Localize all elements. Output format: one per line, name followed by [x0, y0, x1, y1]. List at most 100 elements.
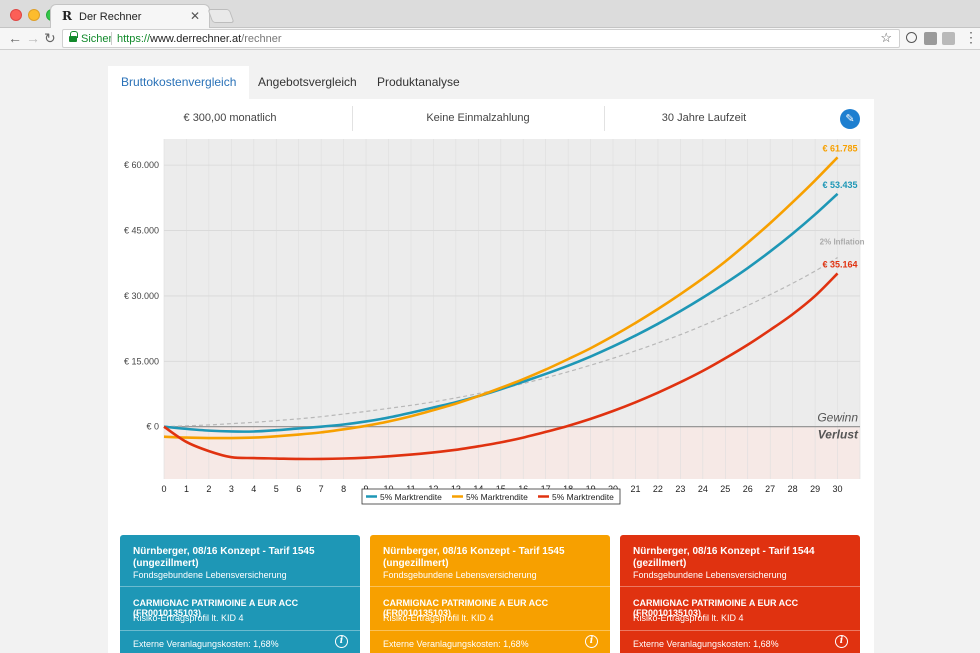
edit-button[interactable]: ✎: [840, 109, 860, 129]
loss-area: [164, 426, 860, 479]
new-tab-button[interactable]: [207, 9, 235, 23]
series-end-label: € 61.785: [823, 143, 858, 153]
divider: [604, 106, 605, 131]
x-tick-label: 21: [630, 484, 640, 494]
back-icon[interactable]: ←: [8, 30, 22, 46]
offer-card-orange[interactable]: Nürnberger, 08/16 Konzept - Tarif 1545 (…: [370, 535, 610, 653]
inflation-label: 2% Inflation: [820, 238, 865, 247]
gain-label: Gewinn: [817, 411, 858, 425]
x-tick-label: 29: [810, 484, 820, 494]
monthly-contribution[interactable]: € 300,00 monatlich: [183, 112, 277, 124]
reload-icon[interactable]: ↻: [44, 30, 56, 46]
x-tick-label: 0: [161, 484, 166, 494]
x-tick-label: 25: [720, 484, 730, 494]
offer-card-red[interactable]: Nürnberger, 08/16 Konzept - Tarif 1544 (…: [620, 535, 860, 653]
parameter-summary: € 300,00 monatlich Keine Einmalzahlung 3…: [108, 99, 874, 137]
x-tick-label: 26: [743, 484, 753, 494]
x-tick-label: 3: [229, 484, 234, 494]
offer-fund: CARMIGNAC PATRIMOINE A EUR ACC (FR001013…: [133, 598, 299, 618]
extension-icon[interactable]: [924, 32, 937, 45]
tab-title: Der Rechner: [79, 11, 142, 23]
info-icon[interactable]: i: [585, 635, 598, 648]
x-tick-label: 7: [319, 484, 324, 494]
offer-costs: Externe Veranlagungskosten: 1,68%: [133, 639, 279, 649]
x-tick-label: 22: [653, 484, 663, 494]
offer-fund: CARMIGNAC PATRIMOINE A EUR ACC (FR001013…: [383, 598, 549, 618]
x-tick-label: 24: [698, 484, 708, 494]
x-tick-label: 5: [274, 484, 279, 494]
info-icon[interactable]: i: [835, 635, 848, 648]
divider: [620, 630, 860, 631]
duration[interactable]: 30 Jahre Laufzeit: [661, 112, 747, 124]
info-icon[interactable]: i: [335, 635, 348, 648]
address-bar: ← → ↻ Sicher https://www.derrechner.at/r…: [0, 28, 980, 50]
offer-title: Nürnberger, 08/16 Konzept - Tarif 1544 (…: [633, 546, 815, 569]
divider: [620, 586, 860, 587]
offer-risk: Risiko-Ertragsprofil lt. KID 4: [383, 613, 494, 623]
browser-tabbar: R Der Rechner ✕: [0, 0, 980, 28]
series-line: [163, 272, 839, 461]
tab-close-icon[interactable]: ✕: [189, 9, 200, 23]
close-window-button[interactable]: [10, 9, 22, 21]
tab-produktanalyse[interactable]: Produktanalyse: [377, 75, 460, 89]
pencil-icon: ✎: [845, 113, 855, 125]
forward-icon[interactable]: →: [26, 30, 40, 46]
x-tick-label: 2: [206, 484, 211, 494]
info-extension-icon[interactable]: [906, 32, 917, 43]
series-line: [163, 156, 839, 440]
y-tick-label: € 60.000: [124, 160, 159, 170]
x-tick-label: 23: [675, 484, 685, 494]
x-tick-label: 1: [184, 484, 189, 494]
url-separator: [111, 32, 112, 45]
x-tick-label: 30: [833, 484, 843, 494]
legend-label: 5% Marktrendite: [380, 492, 442, 502]
loss-label: Verlust: [818, 428, 859, 442]
y-tick-label: € 15.000: [124, 356, 159, 366]
x-tick-label: 6: [296, 484, 301, 494]
offer-fund: CARMIGNAC PATRIMOINE A EUR ACC (FR001013…: [633, 598, 799, 618]
offer-risk: Risiko-Ertragsprofil lt. KID 4: [633, 613, 744, 623]
offer-costs: Externe Veranlagungskosten: 1,68%: [633, 639, 779, 649]
content-card: € 300,00 monatlich Keine Einmalzahlung 3…: [108, 99, 874, 653]
bookmark-star-icon[interactable]: ☆: [880, 30, 892, 45]
divider: [120, 586, 360, 587]
series-end-label: € 35.164: [823, 259, 858, 269]
y-tick-label: € 30.000: [124, 291, 159, 301]
offer-risk: Risiko-Ertragsprofil lt. KID 4: [133, 613, 244, 623]
extension-icon[interactable]: [942, 32, 955, 45]
y-tick-label: € 45.000: [124, 226, 159, 236]
url-input[interactable]: Sicher https://www.derrechner.at/rechner…: [62, 29, 900, 48]
offer-title: Nürnberger, 08/16 Konzept - Tarif 1545 (…: [133, 546, 315, 569]
offer-costs: Externe Veranlagungskosten: 1,68%: [383, 639, 529, 649]
divider: [352, 106, 353, 131]
tab-angebotsvergleich[interactable]: Angebotsvergleich: [258, 75, 357, 89]
divider: [370, 630, 610, 631]
series-end-label: € 53.435: [823, 180, 858, 190]
lump-sum[interactable]: Keine Einmalzahlung: [426, 112, 530, 124]
x-tick-label: 4: [251, 484, 256, 494]
favicon-icon: R: [62, 9, 72, 23]
browser-tab[interactable]: R Der Rechner ✕: [50, 4, 210, 28]
x-tick-label: 27: [765, 484, 775, 494]
minimize-window-button[interactable]: [28, 9, 40, 21]
divider: [120, 630, 360, 631]
lock-icon: [69, 31, 78, 43]
x-tick-label: 28: [788, 484, 798, 494]
legend-box: [361, 488, 621, 505]
x-tick-label: 8: [341, 484, 346, 494]
tab-bruttokostenvergleich[interactable]: Bruttokostenvergleich: [108, 66, 250, 99]
offer-type: Fondsgebundene Lebensversicherung: [133, 570, 287, 580]
gain-area: [164, 139, 860, 427]
offer-title: Nürnberger, 08/16 Konzept - Tarif 1545 (…: [383, 546, 565, 569]
url-text: https://www.derrechner.at/rechner: [117, 33, 282, 45]
divider: [370, 586, 610, 587]
legend-label: 5% Marktrendite: [552, 492, 614, 502]
secure-label: Sicher: [81, 33, 113, 45]
legend-label: 5% Marktrendite: [466, 492, 528, 502]
offer-card-blue[interactable]: Nürnberger, 08/16 Konzept - Tarif 1545 (…: [120, 535, 360, 653]
offer-type: Fondsgebundene Lebensversicherung: [633, 570, 787, 580]
y-tick-label: € 0: [146, 422, 159, 432]
offer-type: Fondsgebundene Lebensversicherung: [383, 570, 537, 580]
menu-icon[interactable]: ⋮: [964, 29, 978, 45]
cost-comparison-chart: € 0 € 15.000 € 30.000 € 45.000 € 60.000 Gewin…: [124, 139, 865, 505]
